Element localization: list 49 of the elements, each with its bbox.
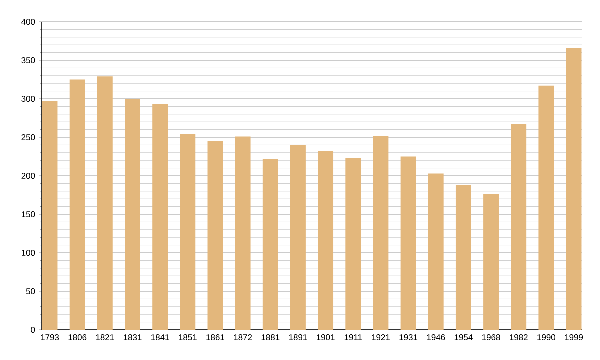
bar (484, 194, 499, 330)
x-tick-label: 1954 (454, 334, 473, 341)
x-tick-label: 1911 (344, 334, 362, 341)
bar (208, 141, 224, 330)
bar (180, 134, 196, 330)
x-tick-label: 1831 (124, 334, 142, 341)
x-tick-label: 1901 (317, 334, 335, 341)
x-tick-label: 1946 (427, 334, 446, 341)
bar (152, 104, 168, 330)
y-tick-label: 250 (22, 134, 36, 140)
bar (456, 185, 472, 330)
y-tick-label: 400 (22, 19, 36, 25)
x-tick-label: 1921 (372, 334, 390, 341)
bar (318, 151, 334, 330)
x-tick-label: 1982 (510, 334, 528, 341)
x-tick-label: 1881 (262, 334, 280, 341)
x-tick-label: 1861 (206, 334, 224, 341)
x-tick-label: 1821 (96, 334, 114, 341)
bar (566, 48, 582, 330)
y-tick-label: 350 (22, 58, 36, 64)
bar (511, 124, 527, 330)
x-tick-label: 1793 (41, 334, 60, 341)
x-tick-label: 1968 (482, 334, 500, 341)
x-tick-label: 1931 (400, 334, 418, 341)
x-tick-label: 1841 (152, 334, 170, 341)
bar (70, 80, 86, 330)
bar (42, 101, 58, 330)
bar (262, 159, 278, 330)
y-tick-label: 150 (22, 212, 36, 218)
x-tick-label: 1851 (179, 334, 197, 341)
y-tick-label: 100 (22, 250, 36, 256)
y-tick-label: 0 (31, 327, 36, 333)
bar (373, 136, 389, 330)
bar (346, 158, 362, 330)
x-tick-label: 1872 (234, 334, 252, 341)
y-tick-label: 200 (22, 173, 36, 179)
bar (538, 86, 554, 330)
y-tick-label: 300 (22, 96, 36, 102)
bar (400, 156, 416, 330)
bar (290, 145, 306, 330)
x-tick-label: 1990 (538, 334, 556, 341)
x-tick-label: 1999 (565, 334, 584, 341)
bar (235, 136, 251, 330)
x-tick-label: 1806 (68, 334, 87, 341)
bar (428, 174, 444, 330)
bar (125, 99, 140, 330)
x-tick-label: 1891 (289, 334, 308, 341)
y-tick-label: 50 (26, 288, 36, 294)
bar (97, 76, 113, 330)
